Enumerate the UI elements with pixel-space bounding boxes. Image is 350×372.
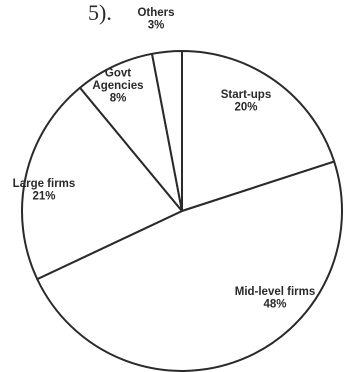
text-fragment: 5). [88,0,112,25]
slice-name-start-ups: Start-ups [221,89,271,101]
slice-name-govt-agencies: Govt [105,68,131,80]
slice-value-start-ups: 20% [234,101,257,113]
slice-name-mid-level-firms: Mid-level firms [235,286,316,298]
pie-slice-start-ups [181,50,336,212]
slice-value-others: 3% [148,19,165,31]
slice-name-large-firms: Large firms [13,178,76,190]
slice-value-govt-agencies: 8% [110,93,127,105]
pie-slice-others [151,49,183,212]
slice-name-others: Others [137,7,174,19]
pie-slice-mid-level-firms [36,160,343,372]
pie-slice-large-firms [21,86,183,281]
slice-value-large-firms: 21% [32,190,55,202]
slice-name-govt-agencies: Agencies [92,80,143,92]
slice-value-mid-level-firms: 48% [263,298,286,310]
